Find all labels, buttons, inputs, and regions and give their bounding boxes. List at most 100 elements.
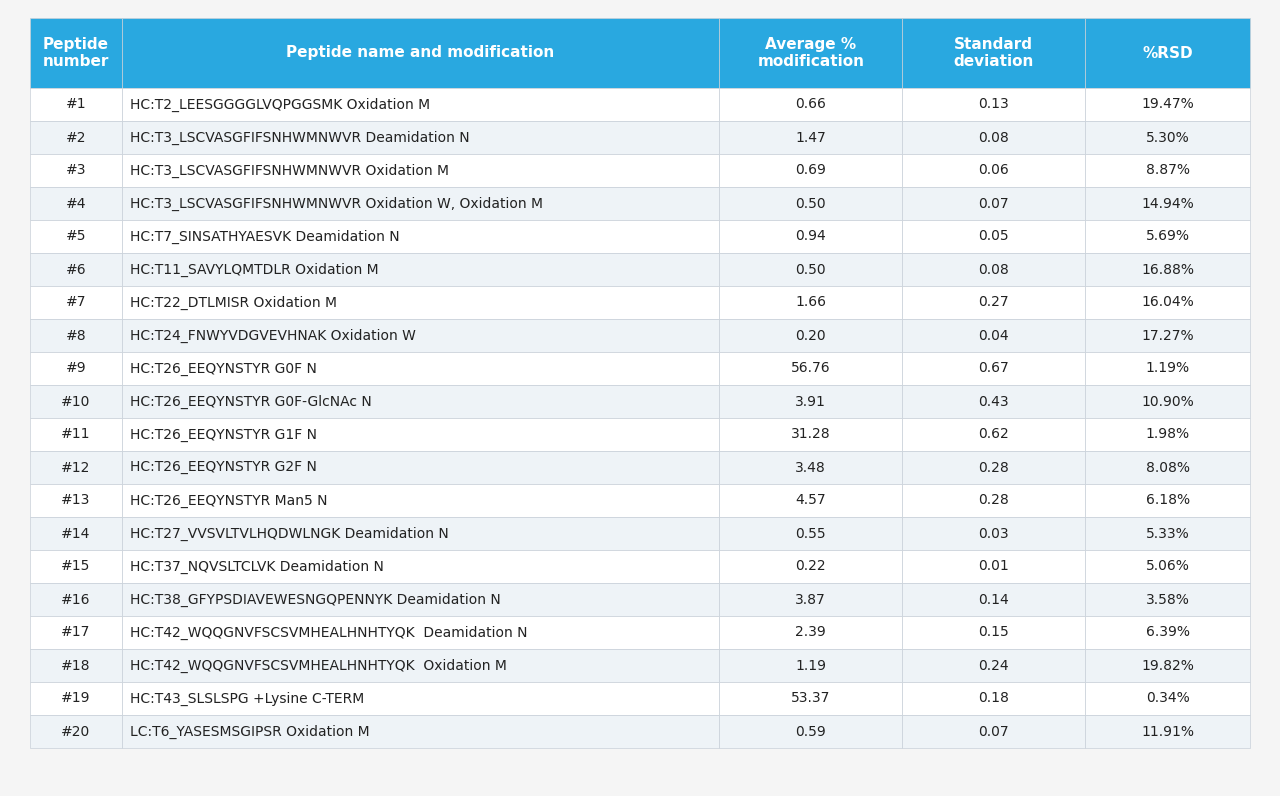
- Text: #10: #10: [61, 395, 91, 408]
- Bar: [122, 517, 719, 550]
- Text: 1.19: 1.19: [795, 658, 827, 673]
- Text: 10.90%: 10.90%: [1142, 395, 1194, 408]
- Bar: [1085, 616, 1251, 649]
- Text: 8.87%: 8.87%: [1146, 163, 1189, 178]
- Bar: [1085, 154, 1251, 187]
- Bar: [122, 484, 719, 517]
- Bar: [719, 517, 902, 550]
- Bar: [1085, 451, 1251, 484]
- Bar: [122, 352, 719, 385]
- Text: 0.28: 0.28: [978, 461, 1009, 474]
- Bar: [29, 649, 122, 682]
- Text: HC:T26_EEQYNSTYR G0F N: HC:T26_EEQYNSTYR G0F N: [129, 361, 316, 376]
- Bar: [122, 451, 719, 484]
- Text: #11: #11: [61, 427, 91, 442]
- Text: 0.50: 0.50: [795, 197, 826, 210]
- Bar: [29, 385, 122, 418]
- Bar: [719, 583, 902, 616]
- Text: 5.33%: 5.33%: [1146, 526, 1189, 540]
- Text: HC:T43_SLSLSPG +Lysine C-TERM: HC:T43_SLSLSPG +Lysine C-TERM: [129, 692, 364, 705]
- Text: #20: #20: [61, 724, 91, 739]
- Bar: [29, 616, 122, 649]
- Text: #16: #16: [61, 592, 91, 607]
- Bar: [902, 451, 1085, 484]
- Bar: [1085, 583, 1251, 616]
- Bar: [29, 88, 122, 121]
- Text: 0.07: 0.07: [978, 197, 1009, 210]
- Bar: [1085, 715, 1251, 748]
- Bar: [122, 286, 719, 319]
- Bar: [29, 352, 122, 385]
- Bar: [902, 286, 1085, 319]
- Text: 5.30%: 5.30%: [1146, 131, 1189, 145]
- Text: HC:T24_FNWYVDGVEVHNAK Oxidation W: HC:T24_FNWYVDGVEVHNAK Oxidation W: [129, 329, 416, 342]
- Text: #19: #19: [61, 692, 91, 705]
- Text: 0.67: 0.67: [978, 361, 1009, 376]
- Text: 0.94: 0.94: [795, 229, 826, 244]
- Bar: [29, 484, 122, 517]
- Bar: [1085, 352, 1251, 385]
- Bar: [1085, 187, 1251, 220]
- Bar: [122, 88, 719, 121]
- Text: #14: #14: [61, 526, 91, 540]
- Text: #2: #2: [65, 131, 86, 145]
- Bar: [29, 319, 122, 352]
- Text: 2.39: 2.39: [795, 626, 826, 639]
- Text: Peptide name and modification: Peptide name and modification: [287, 45, 554, 60]
- Bar: [122, 418, 719, 451]
- Bar: [902, 319, 1085, 352]
- Text: 0.59: 0.59: [795, 724, 826, 739]
- Bar: [719, 682, 902, 715]
- Text: #13: #13: [61, 494, 91, 508]
- Bar: [902, 187, 1085, 220]
- Text: 53.37: 53.37: [791, 692, 831, 705]
- Text: 0.50: 0.50: [795, 263, 826, 276]
- Text: 0.13: 0.13: [978, 97, 1009, 111]
- Text: 0.62: 0.62: [978, 427, 1009, 442]
- Text: HC:T3_LSCVASGFIFSNHWMNWVR Oxidation M: HC:T3_LSCVASGFIFSNHWMNWVR Oxidation M: [129, 163, 448, 178]
- Bar: [719, 286, 902, 319]
- Bar: [122, 121, 719, 154]
- Text: 0.14: 0.14: [978, 592, 1009, 607]
- Text: #18: #18: [61, 658, 91, 673]
- Bar: [1085, 319, 1251, 352]
- Text: 3.58%: 3.58%: [1146, 592, 1189, 607]
- Text: HC:T22_DTLMISR Oxidation M: HC:T22_DTLMISR Oxidation M: [129, 295, 337, 310]
- Bar: [719, 550, 902, 583]
- Text: 0.24: 0.24: [978, 658, 1009, 673]
- Text: #1: #1: [65, 97, 86, 111]
- Bar: [902, 583, 1085, 616]
- Bar: [122, 319, 719, 352]
- Bar: [719, 649, 902, 682]
- Text: #12: #12: [61, 461, 91, 474]
- Text: HC:T2_LEESGGGGLVQPGGSMK Oxidation M: HC:T2_LEESGGGGLVQPGGSMK Oxidation M: [129, 97, 430, 111]
- Text: 0.08: 0.08: [978, 263, 1009, 276]
- Bar: [122, 253, 719, 286]
- Bar: [29, 451, 122, 484]
- Text: 5.06%: 5.06%: [1146, 560, 1189, 573]
- Text: 0.18: 0.18: [978, 692, 1009, 705]
- Text: 6.18%: 6.18%: [1146, 494, 1189, 508]
- Bar: [902, 418, 1085, 451]
- Bar: [122, 220, 719, 253]
- Bar: [122, 550, 719, 583]
- Text: 3.48: 3.48: [795, 461, 826, 474]
- Text: 3.91: 3.91: [795, 395, 826, 408]
- Text: HC:T3_LSCVASGFIFSNHWMNWVR Oxidation W, Oxidation M: HC:T3_LSCVASGFIFSNHWMNWVR Oxidation W, O…: [129, 197, 543, 211]
- Bar: [719, 253, 902, 286]
- Bar: [902, 253, 1085, 286]
- Bar: [29, 154, 122, 187]
- Text: #7: #7: [65, 295, 86, 310]
- Bar: [719, 187, 902, 220]
- Text: 0.06: 0.06: [978, 163, 1009, 178]
- Text: 6.39%: 6.39%: [1146, 626, 1189, 639]
- Bar: [719, 484, 902, 517]
- Text: 1.19%: 1.19%: [1146, 361, 1189, 376]
- Bar: [719, 385, 902, 418]
- Text: 14.94%: 14.94%: [1142, 197, 1194, 210]
- Text: HC:T42_WQQGNVFSCSVMHEALHNHTYQK  Oxidation M: HC:T42_WQQGNVFSCSVMHEALHNHTYQK Oxidation…: [129, 658, 507, 673]
- Text: 8.08%: 8.08%: [1146, 461, 1189, 474]
- Bar: [902, 550, 1085, 583]
- Text: 0.69: 0.69: [795, 163, 826, 178]
- Bar: [719, 18, 902, 88]
